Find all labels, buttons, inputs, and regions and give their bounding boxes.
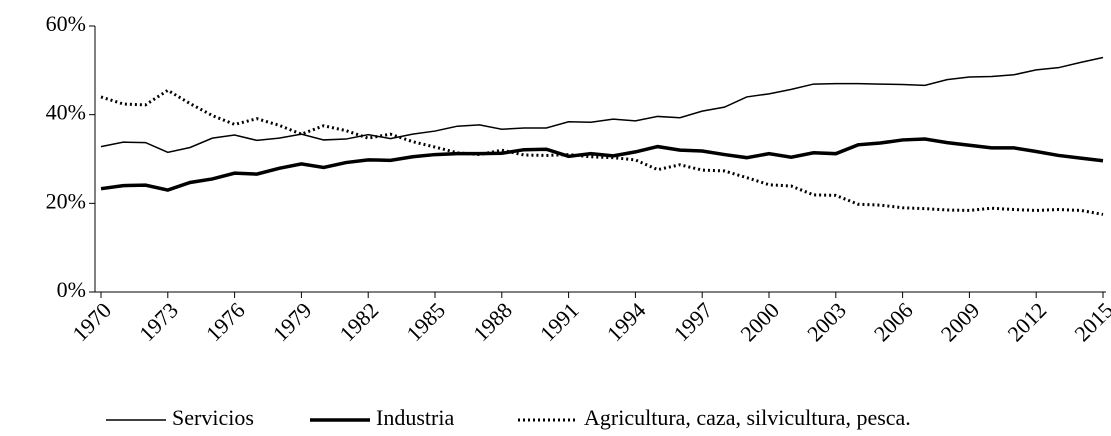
- x-tick-label: 1973: [134, 297, 183, 346]
- x-tick-label: 1979: [268, 297, 317, 346]
- x-tick-label: 1997: [669, 297, 718, 346]
- x-tick-label: 2012: [1003, 297, 1052, 346]
- series-line: [100, 88, 1104, 216]
- x-tick-label: 1988: [468, 297, 517, 346]
- series-line: [100, 137, 1104, 192]
- y-tick-label: 20%: [46, 188, 86, 213]
- series-line: [100, 56, 1104, 154]
- x-tick-label: 2006: [869, 297, 918, 346]
- legend-label: Servicios: [172, 405, 254, 430]
- x-tick-label: 2003: [802, 297, 851, 346]
- x-tick-label: 1970: [67, 297, 116, 346]
- x-tick-label: 1985: [401, 297, 450, 346]
- y-tick-label: 0%: [57, 277, 86, 302]
- x-tick-label: 1991: [535, 297, 584, 346]
- x-tick-label: 2009: [936, 297, 985, 346]
- x-tick-label: 1976: [201, 297, 250, 346]
- x-tick-label: 1982: [335, 297, 384, 346]
- legend-label: Industria: [376, 405, 454, 430]
- x-tick-label: 2015: [1069, 297, 1111, 346]
- legend-label: Agricultura, caza, silvicultura, pesca.: [584, 405, 911, 430]
- y-tick-label: 60%: [46, 11, 86, 36]
- x-tick-label: 2000: [735, 297, 784, 346]
- y-tick-label: 40%: [46, 100, 86, 125]
- x-tick-label: 1994: [602, 297, 651, 346]
